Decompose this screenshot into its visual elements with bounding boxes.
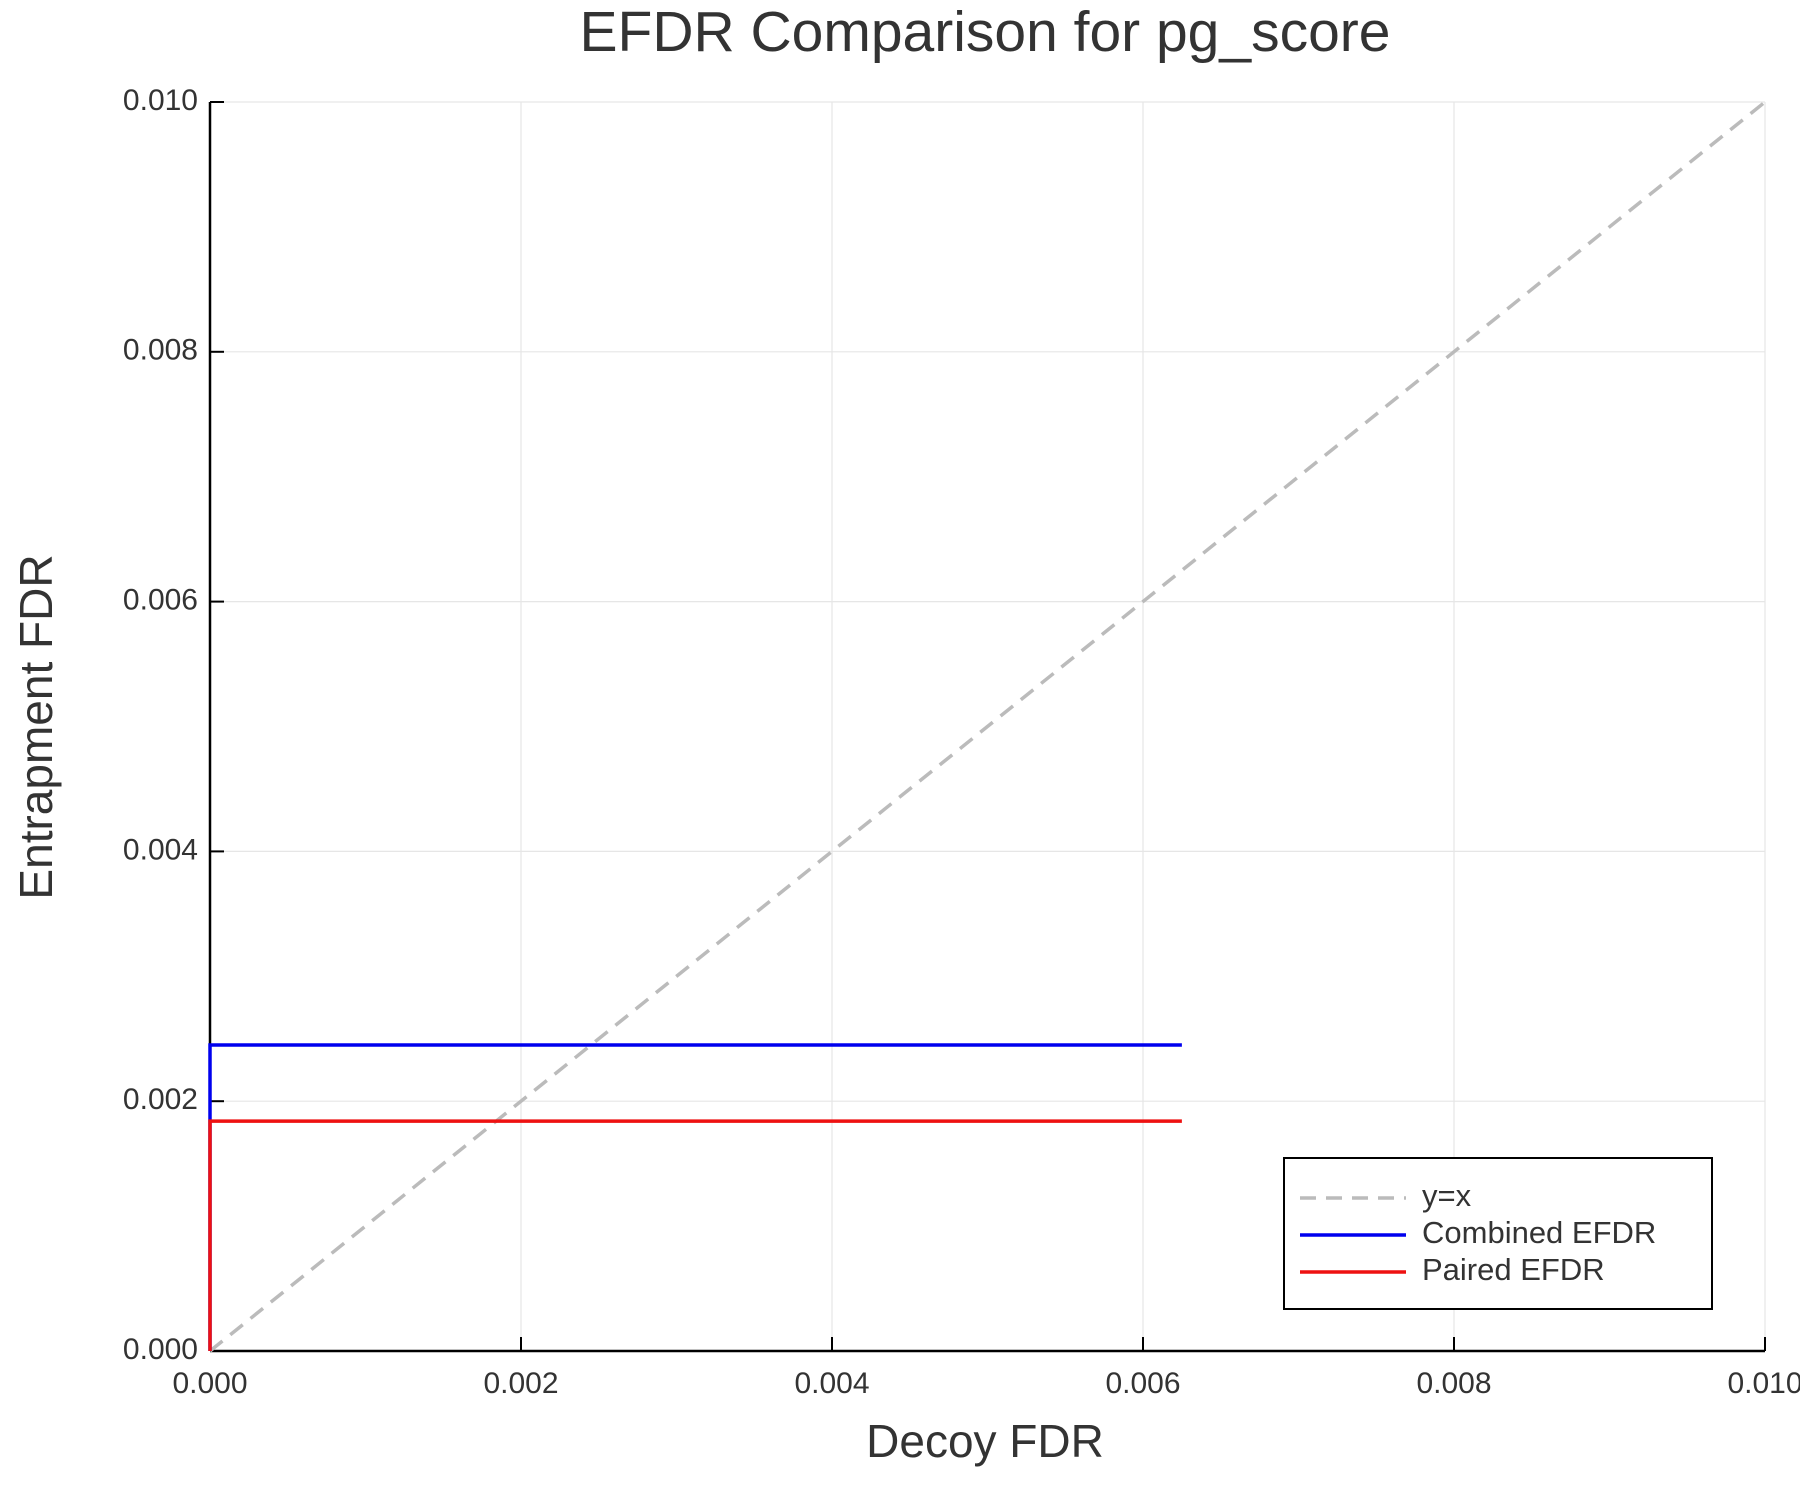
x-tick-label: 0.004 bbox=[794, 1367, 869, 1400]
y-tick-label: 0.006 bbox=[123, 584, 198, 617]
x-tick-label: 0.000 bbox=[172, 1367, 247, 1400]
x-tick-label: 0.008 bbox=[1416, 1367, 1491, 1400]
x-tick-label: 0.006 bbox=[1105, 1367, 1180, 1400]
y-tick-label: 0.000 bbox=[123, 1333, 198, 1366]
x-tick-label: 0.002 bbox=[483, 1367, 558, 1400]
legend-label: y=x bbox=[1422, 1178, 1472, 1213]
y-tick-label: 0.008 bbox=[123, 334, 198, 367]
y-axis-label: Entrapment FDR bbox=[10, 554, 62, 899]
series-line bbox=[208, 1119, 1182, 1351]
series-line bbox=[208, 1043, 1182, 1351]
legend-label: Combined EFDR bbox=[1422, 1215, 1656, 1250]
y-tick-label: 0.004 bbox=[123, 833, 198, 866]
series-line bbox=[208, 100, 1767, 1353]
legend-box bbox=[1283, 1157, 1713, 1310]
y-tick-label: 0.010 bbox=[123, 84, 198, 117]
x-tick-label: 0.010 bbox=[1727, 1367, 1800, 1400]
y-tick-label: 0.002 bbox=[123, 1083, 198, 1116]
chart-title: EFDR Comparison for pg_score bbox=[580, 0, 1391, 64]
legend-label: Paired EFDR bbox=[1422, 1252, 1605, 1287]
x-axis-label: Decoy FDR bbox=[866, 1415, 1104, 1467]
